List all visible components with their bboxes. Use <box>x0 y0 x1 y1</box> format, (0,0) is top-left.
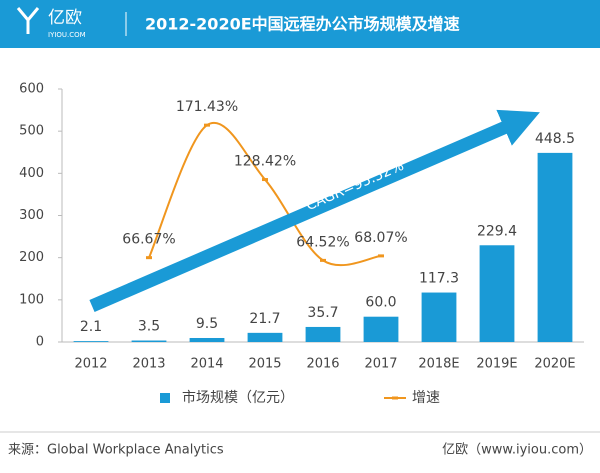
line-value-label: 171.43% <box>176 99 238 115</box>
line-value-label: 64.52% <box>296 234 349 250</box>
y-tick-label: 400 <box>19 166 44 181</box>
bar-value-label: 229.4 <box>477 223 517 239</box>
x-tick-label: 2018E <box>418 357 459 372</box>
bar <box>363 316 399 342</box>
x-tick-label: 2015 <box>248 357 281 372</box>
bar-value-label: 3.5 <box>138 319 160 335</box>
x-tick-label: 2019E <box>476 357 517 372</box>
line-value-label: 66.67% <box>122 232 175 248</box>
y-tick-label: 0 <box>36 335 44 350</box>
header-band <box>0 0 600 48</box>
x-tick-label: 2016 <box>306 357 339 372</box>
bar-value-label: 448.5 <box>535 131 575 147</box>
y-tick-label: 500 <box>19 124 44 139</box>
legend-label: 市场规模（亿元） <box>182 389 294 406</box>
x-tick-label: 2012 <box>74 357 107 372</box>
title: 2012-2020E中国远程办公市场规模及增速 <box>145 15 460 34</box>
bar <box>131 340 167 342</box>
bar <box>189 337 225 342</box>
bar <box>247 332 283 342</box>
bar <box>421 292 457 342</box>
bar-value-label: 9.5 <box>196 316 218 332</box>
source: 来源：Global Workplace Analytics <box>8 443 224 458</box>
legend-label: 增速 <box>412 390 440 406</box>
cagr-arrow <box>89 109 540 312</box>
line-value-label: 68.07% <box>354 230 407 246</box>
bar-value-label: 21.7 <box>249 311 280 327</box>
cagr-label: CAGR=95.52% <box>304 158 407 214</box>
bar-value-label: 60.0 <box>365 295 396 311</box>
y-tick-label: 600 <box>19 82 44 97</box>
bar-value-label: 2.1 <box>80 319 102 335</box>
line <box>148 121 382 267</box>
y-tick-label: 100 <box>19 292 44 307</box>
x-tick-label: 2014 <box>190 357 223 372</box>
line-value-label: 128.42% <box>234 154 296 170</box>
logo: 亿欧 <box>48 8 82 28</box>
y-tick-label: 300 <box>19 208 44 223</box>
y-tick-label: 200 <box>19 250 44 265</box>
bar <box>305 326 341 342</box>
bar <box>73 341 109 342</box>
logo-domain: IYIOU.COM <box>48 31 86 39</box>
x-tick-label: 2013 <box>132 357 165 372</box>
x-tick-label: 2017 <box>364 357 397 372</box>
bar-value-label: 117.3 <box>419 271 459 287</box>
logo-icon <box>16 7 40 34</box>
legend-swatch <box>160 393 170 403</box>
bar-value-label: 35.7 <box>307 305 338 321</box>
bar <box>479 245 515 342</box>
x-tick-label: 2020E <box>534 357 575 372</box>
credit: 亿欧（www.iyiou.com） <box>442 443 592 458</box>
bar <box>537 152 573 342</box>
